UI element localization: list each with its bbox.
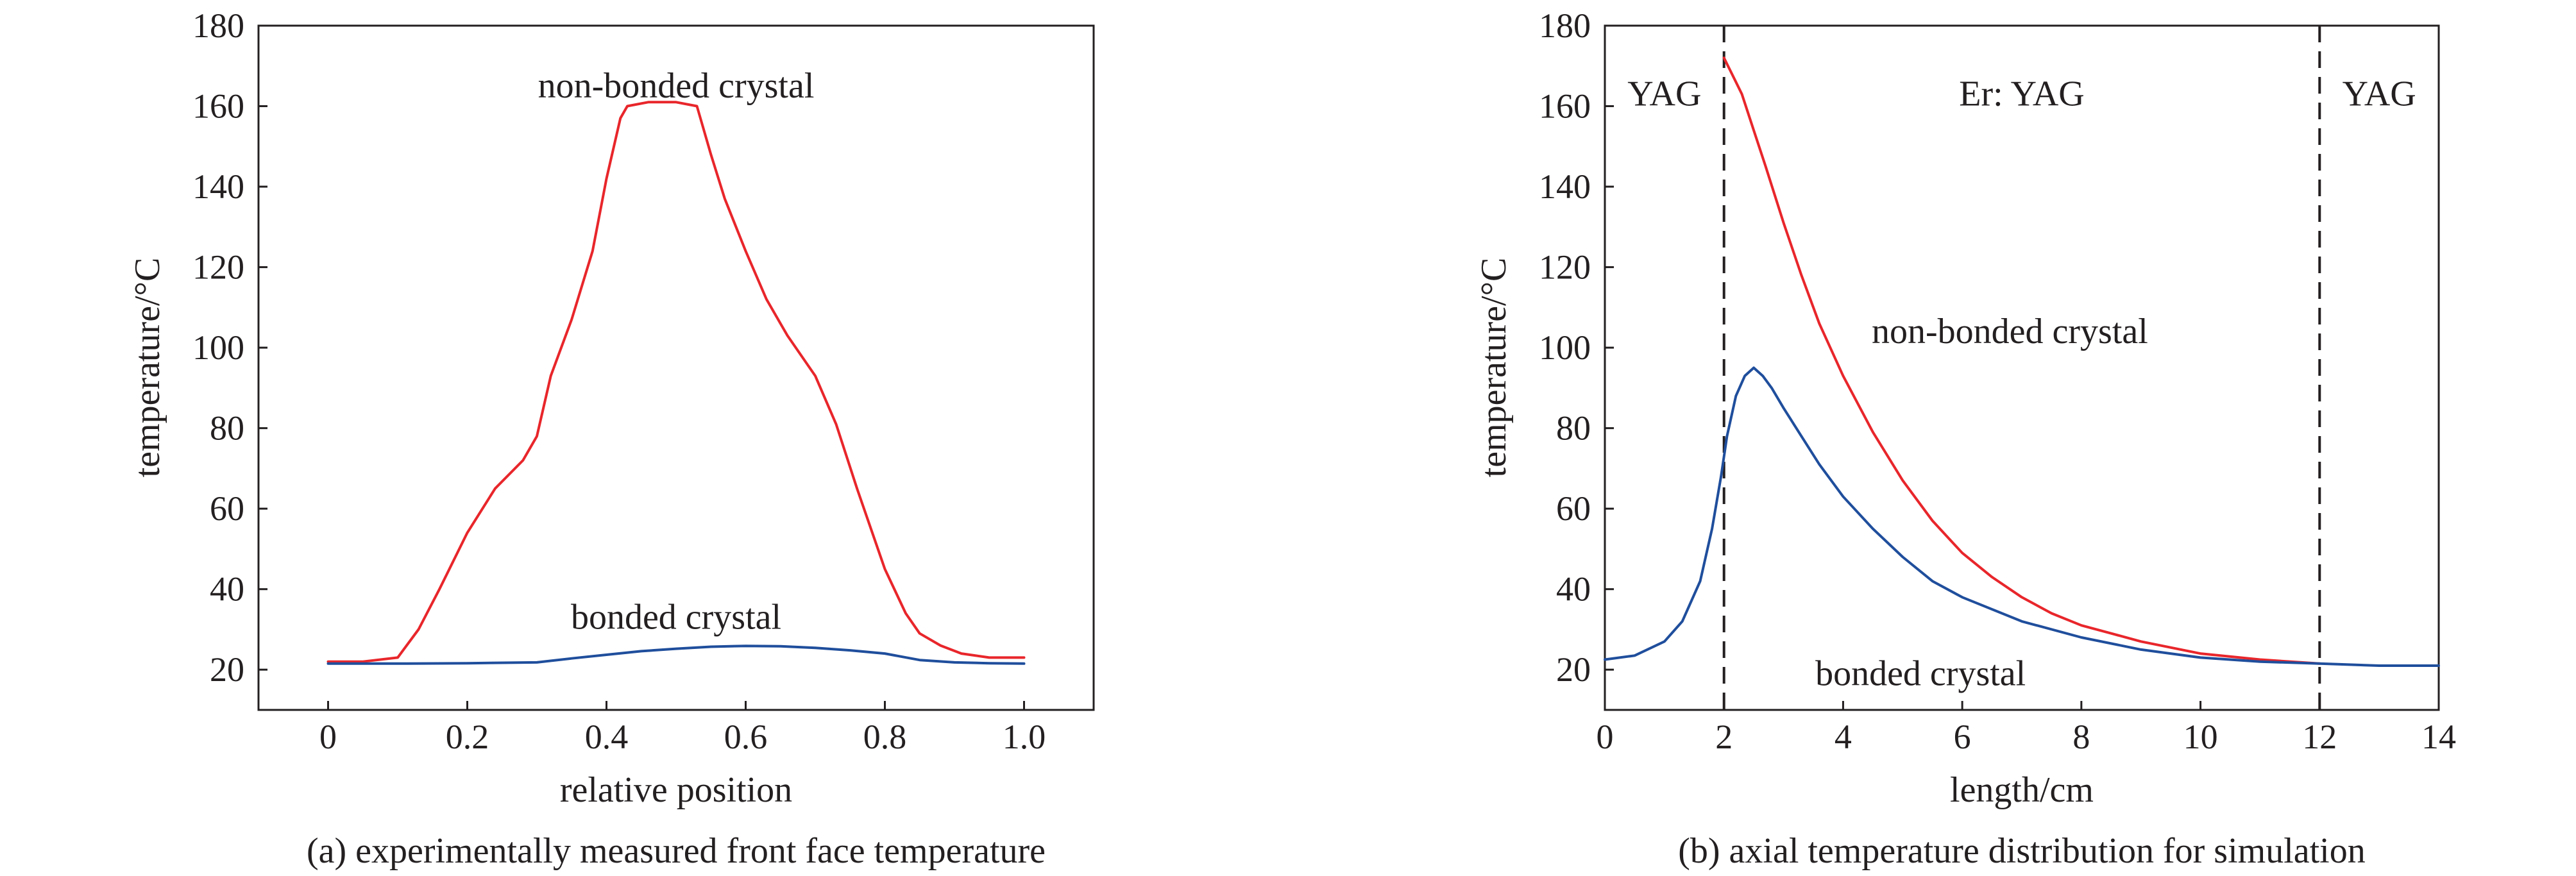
y-tick-label-b: 20 (1556, 650, 1591, 689)
annotations-a: non-bonded crystal bonded crystal (538, 66, 815, 637)
x-tick-label-b: 12 (2302, 718, 2337, 756)
annotation-label: non-bonded crystal (538, 66, 815, 106)
x-tick-label-a: 0.8 (863, 718, 907, 756)
series-line-non-bonded-crystal (1722, 56, 2321, 665)
annotation-label: YAG (2343, 74, 2416, 114)
x-tick-label-b: 0 (1597, 718, 1614, 756)
ticks-a: 0 0.2 0.4 0.6 0.8 1.0 20 40 60 80 100 120 140 160 180 (192, 6, 1046, 756)
y-axis-label-b: temperature/°C (1474, 258, 1514, 478)
series-line-bonded-crystal (1604, 366, 2440, 667)
x-tick-label-b: 14 (2421, 718, 2456, 756)
vlines-b (1722, 26, 2321, 710)
x-tick-label-b: 10 (2183, 718, 2218, 756)
y-tick-label-a: 100 (192, 328, 244, 367)
y-tick-label-b: 100 (1539, 328, 1591, 367)
y-tick-label-b: 40 (1556, 570, 1591, 609)
chart-panel-b: 0 2 4 6 8 10 12 14 20 40 60 80 100 120 140 160 180 YAG Er… (1474, 6, 2456, 871)
y-tick-label-a: 80 (210, 409, 244, 448)
y-tick-label-a: 20 (210, 650, 244, 689)
y-tick-label-a: 140 (192, 167, 244, 206)
annotation-label: bonded crystal (571, 598, 781, 637)
annotation-label: Er: YAG (1959, 74, 2084, 114)
x-tick-label-b: 8 (2072, 718, 2090, 756)
y-tick-label-a: 120 (192, 248, 244, 287)
y-tick-label-b: 180 (1539, 6, 1591, 45)
series-b (1604, 56, 2440, 667)
x-tick-label-a: 0.6 (724, 718, 768, 756)
annotation-label: YAG (1627, 74, 1701, 114)
x-tick-label-a: 0.2 (446, 718, 489, 756)
caption-a: (a) experimentally measured front face t… (307, 831, 1046, 871)
y-tick-label-b: 160 (1539, 87, 1591, 126)
y-axis-label-a: temperature/°C (128, 258, 167, 478)
y-tick-label-a: 180 (192, 6, 244, 45)
x-tick-label-a: 0 (319, 718, 337, 756)
x-tick-label-a: 1.0 (1003, 718, 1046, 756)
x-axis-label-b: length/cm (1950, 770, 2094, 810)
chart-panel-a: 0 0.2 0.4 0.6 0.8 1.020406080100120140160180 … (128, 6, 1095, 871)
series-line-non-bonded-crystal (326, 101, 1026, 663)
y-tick-label-b: 80 (1556, 409, 1591, 448)
y-tick-label-a: 160 (192, 87, 244, 126)
annotation-label: non-bonded crystal (1872, 312, 2148, 351)
ticks-b: 0 2 4 6 8 10 12 14 20 40 60 80 100 120 140 160 180 (1539, 6, 2456, 756)
y-tick-label-b: 140 (1539, 167, 1591, 206)
y-tick-label-a: 60 (210, 489, 244, 528)
y-tick-label-b: 60 (1556, 489, 1591, 528)
x-tick-label-b: 6 (1954, 718, 1971, 756)
annotations-b: YAG Er: YAG YAG non-bonded crystal bonded cr… (1627, 74, 2416, 694)
y-tick-label-b: 120 (1539, 248, 1591, 287)
x-axis-label-a: relative position (560, 770, 792, 810)
x-tick-label-b: 4 (1835, 718, 1852, 756)
annotation-label: bonded crystal (1815, 654, 2026, 694)
y-tick-label-a: 40 (210, 570, 244, 609)
series-line-bonded-crystal (326, 644, 1026, 665)
x-tick-label-a: 0.4 (585, 718, 629, 756)
plot-frame-a (257, 24, 1095, 711)
series-a (326, 101, 1026, 665)
caption-b: (b) axial temperature distribution for s… (1678, 831, 2366, 871)
plot-frame-b (1604, 24, 2440, 711)
x-tick-label-b: 2 (1715, 718, 1733, 756)
